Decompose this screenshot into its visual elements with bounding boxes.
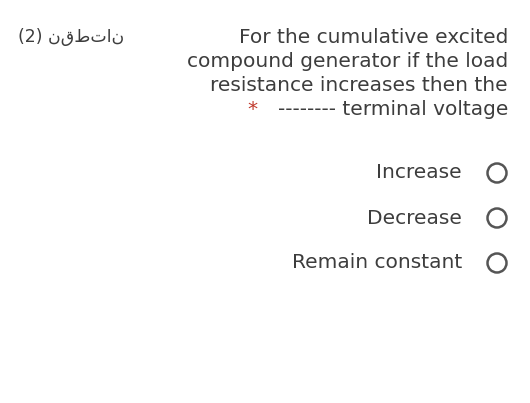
- Text: For the cumulative excited: For the cumulative excited: [238, 28, 508, 47]
- Text: (2) نقطتان: (2) نقطتان: [18, 28, 124, 46]
- Text: *: *: [247, 100, 257, 119]
- Text: Decrease: Decrease: [367, 208, 462, 228]
- Text: Increase: Increase: [376, 164, 462, 183]
- Text: Remain constant: Remain constant: [292, 253, 462, 272]
- Text: compound generator if the load: compound generator if the load: [187, 52, 508, 71]
- Text: resistance increases then the: resistance increases then the: [210, 76, 508, 95]
- Text: -------- terminal voltage: -------- terminal voltage: [278, 100, 508, 119]
